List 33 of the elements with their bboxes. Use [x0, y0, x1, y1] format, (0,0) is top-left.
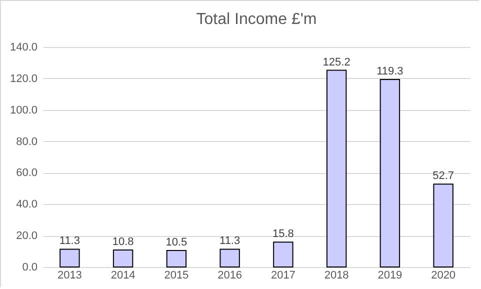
- data-label: 125.2: [322, 56, 350, 68]
- data-label: 119.3: [376, 66, 404, 78]
- y-tick-label: 140.0: [10, 42, 38, 54]
- x-tick-label: 2013: [57, 270, 82, 282]
- bar: [112, 250, 134, 268]
- data-label: 11.3: [59, 235, 80, 248]
- bar: [220, 248, 240, 268]
- data-label: 15.8: [272, 228, 294, 240]
- x-tick-label: 2019: [378, 270, 402, 282]
- bar: [380, 79, 400, 268]
- data-label: 10.5: [166, 236, 188, 248]
- data-label: 11.3: [220, 235, 240, 248]
- y-tick-label: 120.0: [10, 72, 38, 85]
- x-tick-label: 2015: [164, 270, 189, 282]
- y-tick-label: 40.0: [16, 198, 38, 211]
- x-tick-label: 2016: [218, 270, 242, 282]
- x-tick-label: 2020: [431, 270, 456, 282]
- bar: [433, 184, 454, 268]
- x-tick-label: 2018: [324, 270, 349, 282]
- y-tick-label: 100.0: [10, 104, 38, 116]
- y-tick-label: 20.0: [16, 230, 38, 242]
- bar: [60, 248, 80, 268]
- data-label: 52.7: [432, 170, 454, 182]
- chart-title: Total Income £'m: [196, 11, 317, 28]
- x-tick-label: 2014: [110, 270, 136, 282]
- x-tick-label: 2017: [270, 270, 296, 282]
- data-label: 10.8: [112, 236, 134, 248]
- bar: [326, 70, 347, 268]
- y-tick-label: 60.0: [16, 167, 38, 180]
- bar: [166, 250, 187, 268]
- bar: [273, 242, 294, 268]
- y-tick-label: 0.0: [22, 262, 38, 274]
- y-tick-label: 80.0: [16, 136, 38, 148]
